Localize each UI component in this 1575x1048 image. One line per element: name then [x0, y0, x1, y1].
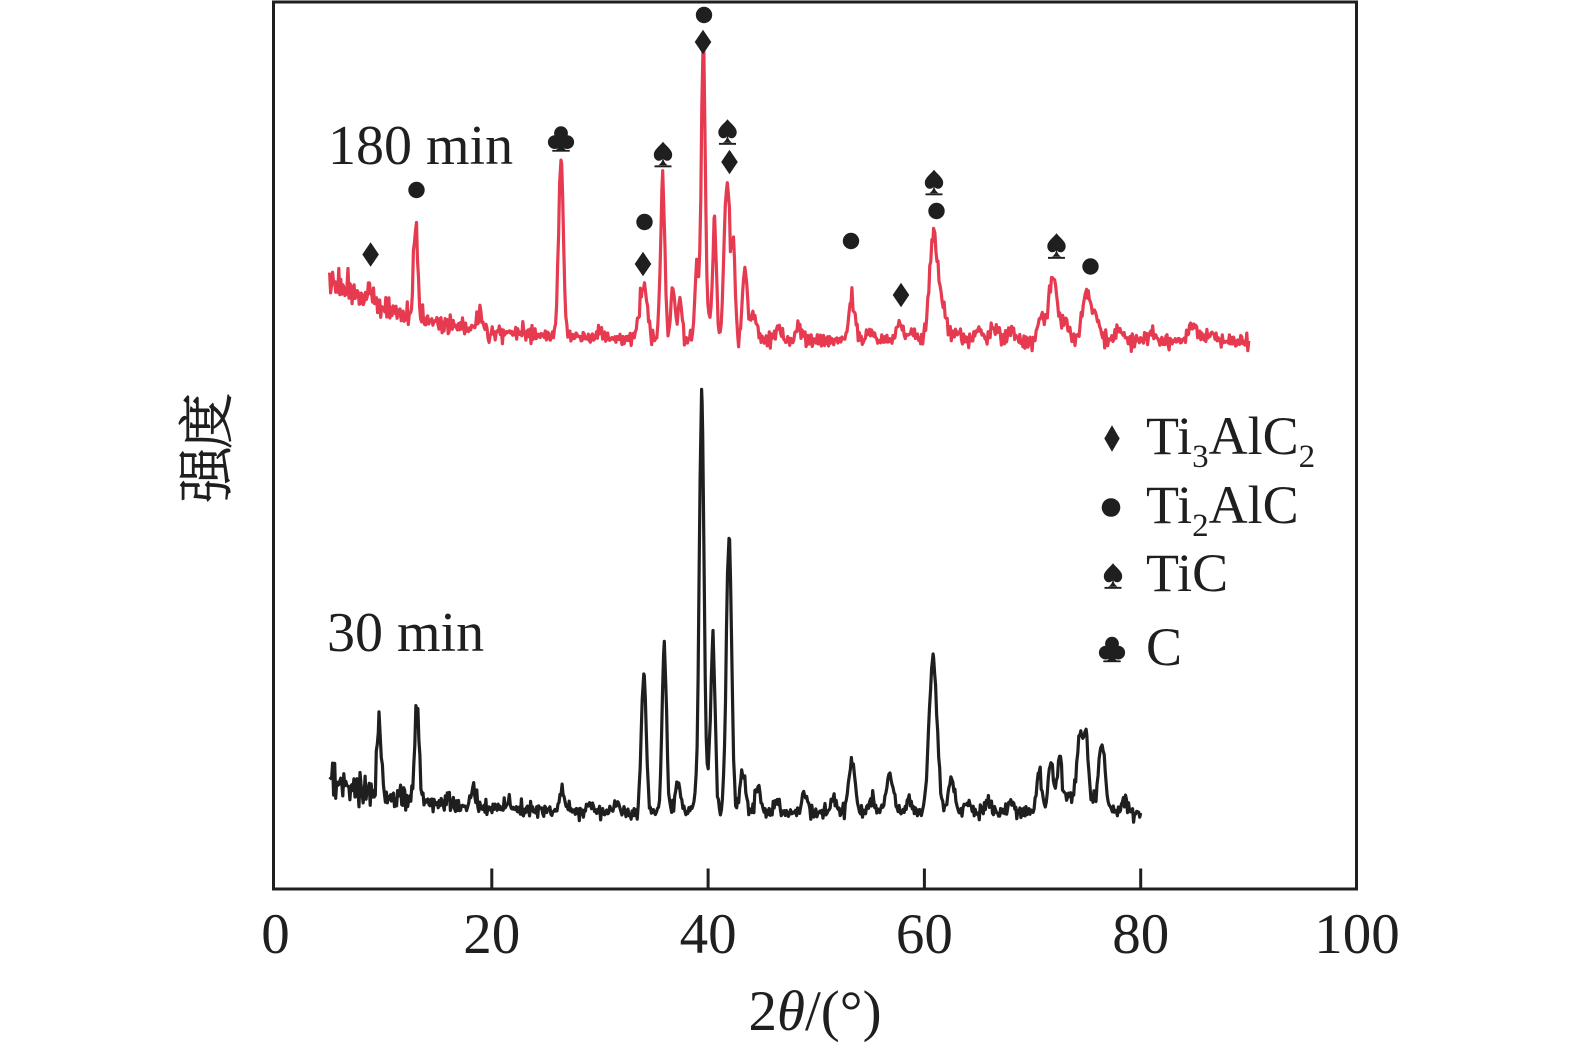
svg-text:40: 40 — [680, 903, 737, 966]
svg-text:30 min: 30 min — [327, 602, 484, 664]
svg-text:2θ/(°): 2θ/(°) — [748, 980, 881, 1043]
svg-text:180 min: 180 min — [328, 115, 513, 177]
svg-text:20: 20 — [463, 903, 520, 966]
svg-text:C: C — [1146, 617, 1182, 677]
svg-text:TiC: TiC — [1146, 543, 1228, 603]
svg-text:100: 100 — [1314, 903, 1400, 966]
svg-text:Ti3AlC2: Ti3AlC2 — [1146, 406, 1315, 475]
svg-text:Ti2AlC: Ti2AlC — [1146, 475, 1299, 544]
svg-text:80: 80 — [1112, 903, 1169, 966]
svg-text:60: 60 — [896, 903, 953, 966]
svg-text:0: 0 — [261, 903, 290, 966]
